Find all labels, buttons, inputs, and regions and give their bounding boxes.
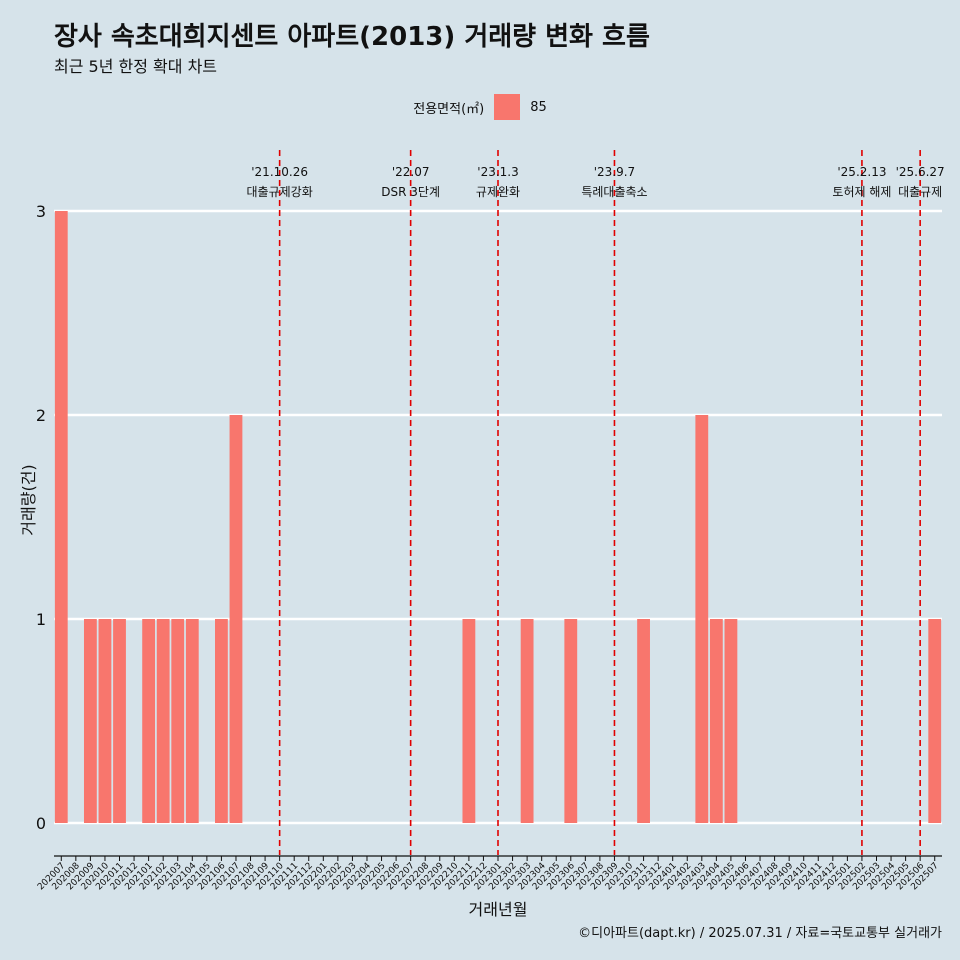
bars	[54, 211, 942, 823]
event-name-label: 규제완화	[476, 185, 520, 199]
bar	[637, 619, 650, 823]
bar	[724, 619, 738, 823]
event-date-label: '25.2.13	[837, 165, 886, 179]
legend-title: 전용면적(㎡)	[413, 101, 485, 117]
event-name-label: 특례대출축소	[581, 185, 647, 199]
event-date-label: '23.9.7	[594, 165, 635, 179]
footer-credit: ©디아파트(dapt.kr) / 2025.07.31 / 자료=국토교통부 실…	[578, 926, 942, 941]
y-tick-label: 2	[36, 406, 46, 425]
y-tick-label: 1	[36, 610, 46, 629]
event-labels: '21.10.26 대출규제강화 '22.07 DSR 3단계 '23.1.3 규제완화 '…	[247, 165, 945, 199]
y-tick-label: 0	[36, 814, 46, 833]
event-date-label: '23.1.3	[477, 165, 518, 179]
event-date-label: '22.07	[392, 165, 430, 179]
bar	[928, 619, 942, 823]
event-name-label: DSR 3단계	[381, 185, 440, 199]
bar	[695, 415, 709, 823]
chart-subtitle: 최근 5년 한정 확대 차트	[54, 57, 218, 76]
bar	[171, 619, 185, 823]
bar	[156, 619, 170, 823]
legend-item-label: 85	[530, 99, 547, 115]
x-axis-title: 거래년월	[469, 900, 528, 919]
bar	[113, 619, 126, 823]
event-name-label: 토허제 해제	[832, 185, 891, 199]
bar	[83, 619, 97, 823]
event-date-label: '25.6.27	[896, 165, 945, 179]
event-lines	[278, 150, 921, 855]
bar	[98, 619, 112, 823]
event-name-label: 대출규제	[898, 185, 942, 199]
y-tick-label: 3	[36, 202, 46, 221]
bar	[54, 211, 68, 823]
y-axis-title: 거래량(건)	[19, 464, 38, 535]
chart-title: 장사 속초대희지센트 아파트(2013) 거래량 변화 흐름	[54, 22, 650, 52]
legend-swatch	[494, 94, 521, 120]
bar	[185, 619, 199, 823]
bar	[215, 619, 228, 823]
event-name-label: 대출규제강화	[247, 185, 313, 199]
legend: 전용면적(㎡) 85	[0, 93, 960, 121]
bar	[709, 619, 723, 823]
bar	[564, 619, 578, 823]
event-date-label: '21.10.26	[251, 165, 308, 179]
bar	[229, 415, 243, 823]
bar	[142, 619, 156, 823]
bar	[520, 619, 534, 823]
bar	[462, 619, 476, 823]
